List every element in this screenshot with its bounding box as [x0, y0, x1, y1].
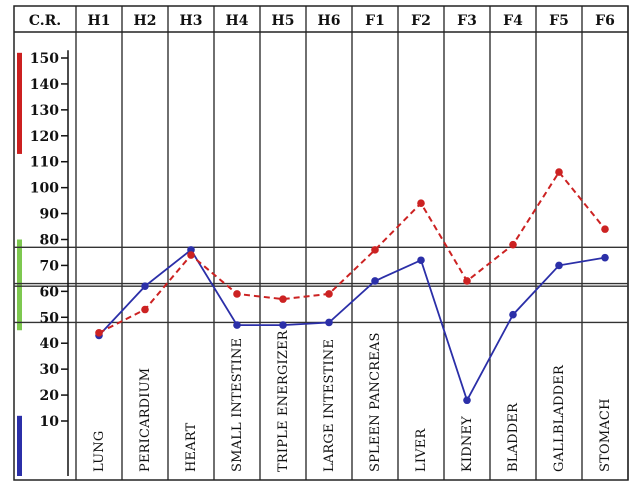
y-tick-label: 50: [40, 310, 60, 326]
point-dashed-f2: [417, 199, 425, 207]
organ-label-h3: HEART: [184, 422, 199, 472]
range-bar: [17, 52, 22, 154]
header-h2: H2: [134, 13, 157, 29]
header-f4: F4: [503, 13, 523, 29]
header-f1: F1: [365, 13, 385, 29]
organ-label-h1: LUNG: [92, 431, 107, 472]
chart-frame: [13, 5, 629, 481]
header-f3: F3: [457, 13, 477, 29]
point-dashed-f3: [463, 277, 471, 285]
point-solid-h5: [279, 321, 287, 329]
range-bar: [17, 239, 22, 331]
y-tick-label: 30: [40, 362, 60, 378]
organ-label-f3: KIDNEY: [460, 416, 475, 472]
organ-label-h4: SMALL INTESTINE: [230, 338, 245, 472]
header-h1: H1: [88, 13, 111, 29]
y-tick-label: 60: [40, 284, 60, 300]
header-h3: H3: [180, 13, 203, 29]
point-solid-f4: [509, 310, 517, 319]
y-tick-label: 110: [30, 155, 59, 171]
column-headers: C.R. H1 H2 H3 H4 H5 H6 F1 F2 F3 F4 F5 F6: [29, 13, 615, 29]
range-bars: [17, 52, 22, 476]
organ-label-f5: GALLBLADDER: [552, 364, 567, 472]
header-f5: F5: [549, 13, 569, 29]
y-tick-label: 70: [40, 258, 60, 274]
point-solid-f5: [555, 261, 563, 270]
y-axis: 10 20 30 40 50 60 70 80 90 100 110 120 130 140 150: [30, 50, 69, 476]
y-tick-label: 40: [40, 336, 60, 352]
point-solid-h2: [141, 282, 149, 290]
y-tick-label: 120: [30, 129, 59, 145]
point-dashed-h2: [141, 305, 149, 314]
point-dashed-h3: [187, 251, 195, 259]
y-tick-label: 150: [30, 51, 59, 67]
organ-label-f6: STOMACH: [598, 398, 613, 472]
series-line-dashed: [98, 170, 606, 334]
range-bar: [17, 415, 22, 476]
point-solid-f1: [371, 277, 379, 285]
point-dashed-h6: [325, 290, 333, 298]
organ-label-f1: SPLEEN PANCREAS: [368, 332, 383, 472]
point-dashed-f1: [371, 246, 379, 254]
y-tick-label: 100: [30, 181, 59, 197]
point-dashed-h4: [233, 290, 241, 298]
header-h6: H6: [318, 13, 341, 29]
organ-label-f4: BLADDER: [506, 402, 521, 472]
y-tick-label: 20: [40, 388, 60, 404]
point-solid-h6: [325, 318, 333, 327]
point-dashed-f5: [555, 168, 563, 176]
point-solid-h4: [233, 321, 241, 329]
point-solid-f3: [463, 396, 471, 405]
organ-label-h5: TRIPLE ENERGIZER: [276, 329, 291, 472]
organ-label-f2: LIVER: [414, 428, 429, 472]
organ-labels: LUNG PERICARDIUM HEART SMALL INTESTINE TRIPL…: [92, 329, 613, 472]
organ-label-h2: PERICARDIUM: [138, 368, 153, 472]
y-tick-label: 130: [30, 103, 59, 119]
header-f6: F6: [595, 13, 615, 29]
point-dashed-f6: [601, 225, 609, 233]
header-h4: H4: [226, 13, 249, 29]
point-solid-f6: [601, 253, 609, 262]
header-cr: C.R.: [29, 13, 61, 29]
point-dashed-h1: [95, 329, 103, 337]
point-dashed-f4: [509, 240, 517, 249]
y-tick-label: 10: [40, 414, 60, 430]
y-tick-label: 80: [40, 233, 60, 249]
point-dashed-h5: [279, 295, 287, 303]
series-points: [95, 168, 609, 405]
series-lines: [98, 170, 606, 403]
header-h5: H5: [272, 13, 295, 29]
point-solid-f2: [417, 256, 425, 265]
series-line-solid: [98, 248, 606, 403]
y-tick-label: 140: [30, 77, 59, 93]
y-tick-label: 90: [40, 207, 60, 223]
header-f2: F2: [411, 13, 431, 29]
organ-label-h6: LARGE INTESTINE: [322, 339, 337, 472]
